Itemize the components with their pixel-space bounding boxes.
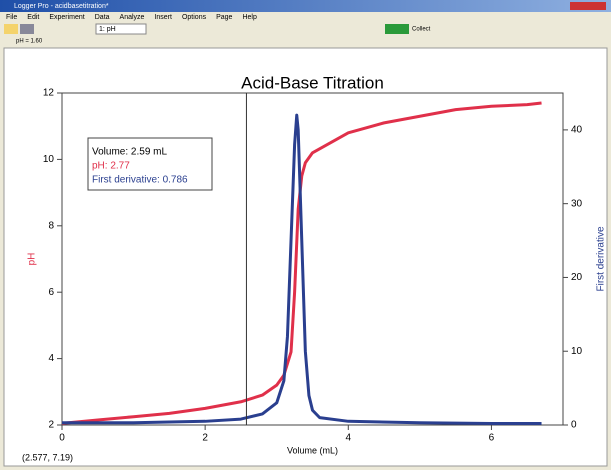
- sensor-dropdown[interactable]: [95, 23, 147, 35]
- readout-line: Volume: 2.59 mL: [92, 147, 167, 158]
- y2-tick-label: 30: [571, 198, 583, 209]
- menu-item[interactable]: File: [6, 14, 17, 21]
- menu-item[interactable]: Edit: [27, 14, 39, 21]
- menu-item[interactable]: Options: [182, 14, 207, 21]
- menu-item[interactable]: Data: [95, 14, 110, 21]
- y-tick-label: 8: [48, 220, 54, 231]
- y-tick-label: 2: [48, 420, 54, 431]
- x-tick-label: 2: [202, 433, 208, 444]
- readout-line: pH: 2.77: [92, 161, 130, 172]
- window-controls[interactable]: [570, 2, 606, 10]
- menu-item[interactable]: Help: [242, 14, 257, 21]
- x-tick-label: 6: [489, 433, 495, 444]
- menu-item[interactable]: Experiment: [49, 14, 84, 21]
- collect-label: Collect: [412, 27, 431, 33]
- cursor-readout: Volume: 2.59 mL pH: 2.77 First derivative:…: [87, 137, 213, 191]
- x-tick-label: 4: [346, 433, 352, 444]
- x-axis-label: Volume (mL): [287, 445, 338, 455]
- sensor-label: 1: pH: [99, 26, 116, 33]
- menu-item[interactable]: Insert: [154, 14, 172, 21]
- menu-item[interactable]: Analyze: [120, 14, 145, 21]
- y2-tick-label: 20: [571, 272, 583, 283]
- plot-frame: [61, 92, 564, 426]
- y-tick-label: 6: [48, 287, 54, 298]
- y2-tick-label: 0: [571, 420, 577, 431]
- data-line: [61, 101, 542, 425]
- x-tick-label: 0: [59, 433, 65, 444]
- readout-line: First derivative: 0.786: [92, 175, 188, 186]
- toolbar-icon[interactable]: [4, 24, 18, 34]
- chart-title: Acid-Base Titration: [241, 73, 384, 92]
- window-title: Logger Pro - acidbasetitration*: [14, 3, 109, 10]
- collect-button[interactable]: [385, 24, 409, 34]
- y-tick-label: 10: [43, 154, 55, 165]
- data-line: [62, 113, 542, 426]
- menu-item[interactable]: Page: [216, 14, 232, 21]
- title-bar: [0, 0, 611, 12]
- readout-box: [87, 137, 213, 191]
- meter: pH = 1.60: [16, 39, 43, 45]
- y2-tick-label: 10: [571, 346, 583, 357]
- y2-axis-label: First derivative: [596, 226, 607, 291]
- y-tick-label: 4: [48, 353, 54, 364]
- status: (2.577, 7.19): [22, 452, 73, 462]
- y2-tick-label: 40: [571, 125, 583, 136]
- graph-pane: [3, 47, 608, 467]
- toolbar-icon[interactable]: [20, 24, 34, 34]
- y-axis-label: pH: [27, 253, 38, 266]
- y-tick-label: 12: [43, 88, 55, 99]
